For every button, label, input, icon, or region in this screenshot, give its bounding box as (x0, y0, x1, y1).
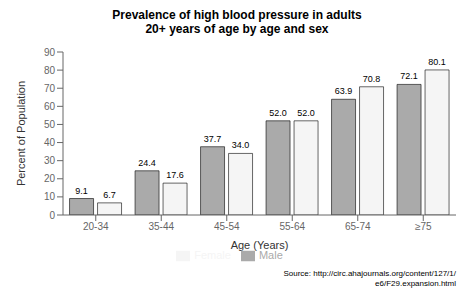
svg-text:10: 10 (44, 191, 56, 202)
html-text:Prevalence of high blood press: Prevalence of high blood pressure in adu… (112, 8, 362, 22)
svg-text:9.1: 9.1 (75, 186, 88, 196)
svg-text:72.1: 72.1 (400, 71, 418, 81)
svg-text:60: 60 (44, 101, 56, 112)
html-text:Male: Male (258, 249, 283, 261)
svg-text:35-44: 35-44 (148, 221, 174, 232)
svg-text:40: 40 (44, 137, 56, 148)
html-text:Source: http://circ.ahajournal: Source: http://circ.ahajournals.org/cont… (283, 269, 456, 288)
svg-text:65-74: 65-74 (345, 221, 371, 232)
svg-text:≥75: ≥75 (415, 221, 432, 232)
svg-text:0: 0 (49, 210, 55, 221)
svg-text:80.1: 80.1 (428, 57, 446, 67)
svg-text:20-34: 20-34 (83, 221, 109, 232)
svg-text:52.0: 52.0 (297, 108, 315, 118)
svg-text:Percent of Population: Percent of Population (15, 81, 27, 186)
svg-text:52.0: 52.0 (269, 108, 287, 118)
html-text:20+ years of age by age and se: 20+ years of age by age and sex (145, 22, 329, 36)
svg-text:30: 30 (44, 155, 56, 166)
svg-text:17.6: 17.6 (166, 170, 184, 180)
svg-text:37.7: 37.7 (204, 134, 222, 144)
svg-text:Age (Years): Age (Years) (231, 239, 289, 251)
svg-text:6.7: 6.7 (103, 190, 116, 200)
svg-text:34.0: 34.0 (232, 140, 250, 150)
svg-text:70: 70 (44, 83, 56, 94)
svg-text:50: 50 (44, 119, 56, 130)
html-text:Female: Female (194, 249, 231, 261)
svg-text:90: 90 (44, 47, 56, 58)
svg-text:63.9: 63.9 (335, 86, 353, 96)
svg-text:24.4: 24.4 (138, 158, 156, 168)
svg-text:80: 80 (44, 65, 56, 76)
svg-text:45-54: 45-54 (214, 221, 240, 232)
svg-text:55-64: 55-64 (279, 221, 305, 232)
svg-text:20: 20 (44, 173, 56, 184)
svg-text:70.8: 70.8 (363, 74, 381, 84)
